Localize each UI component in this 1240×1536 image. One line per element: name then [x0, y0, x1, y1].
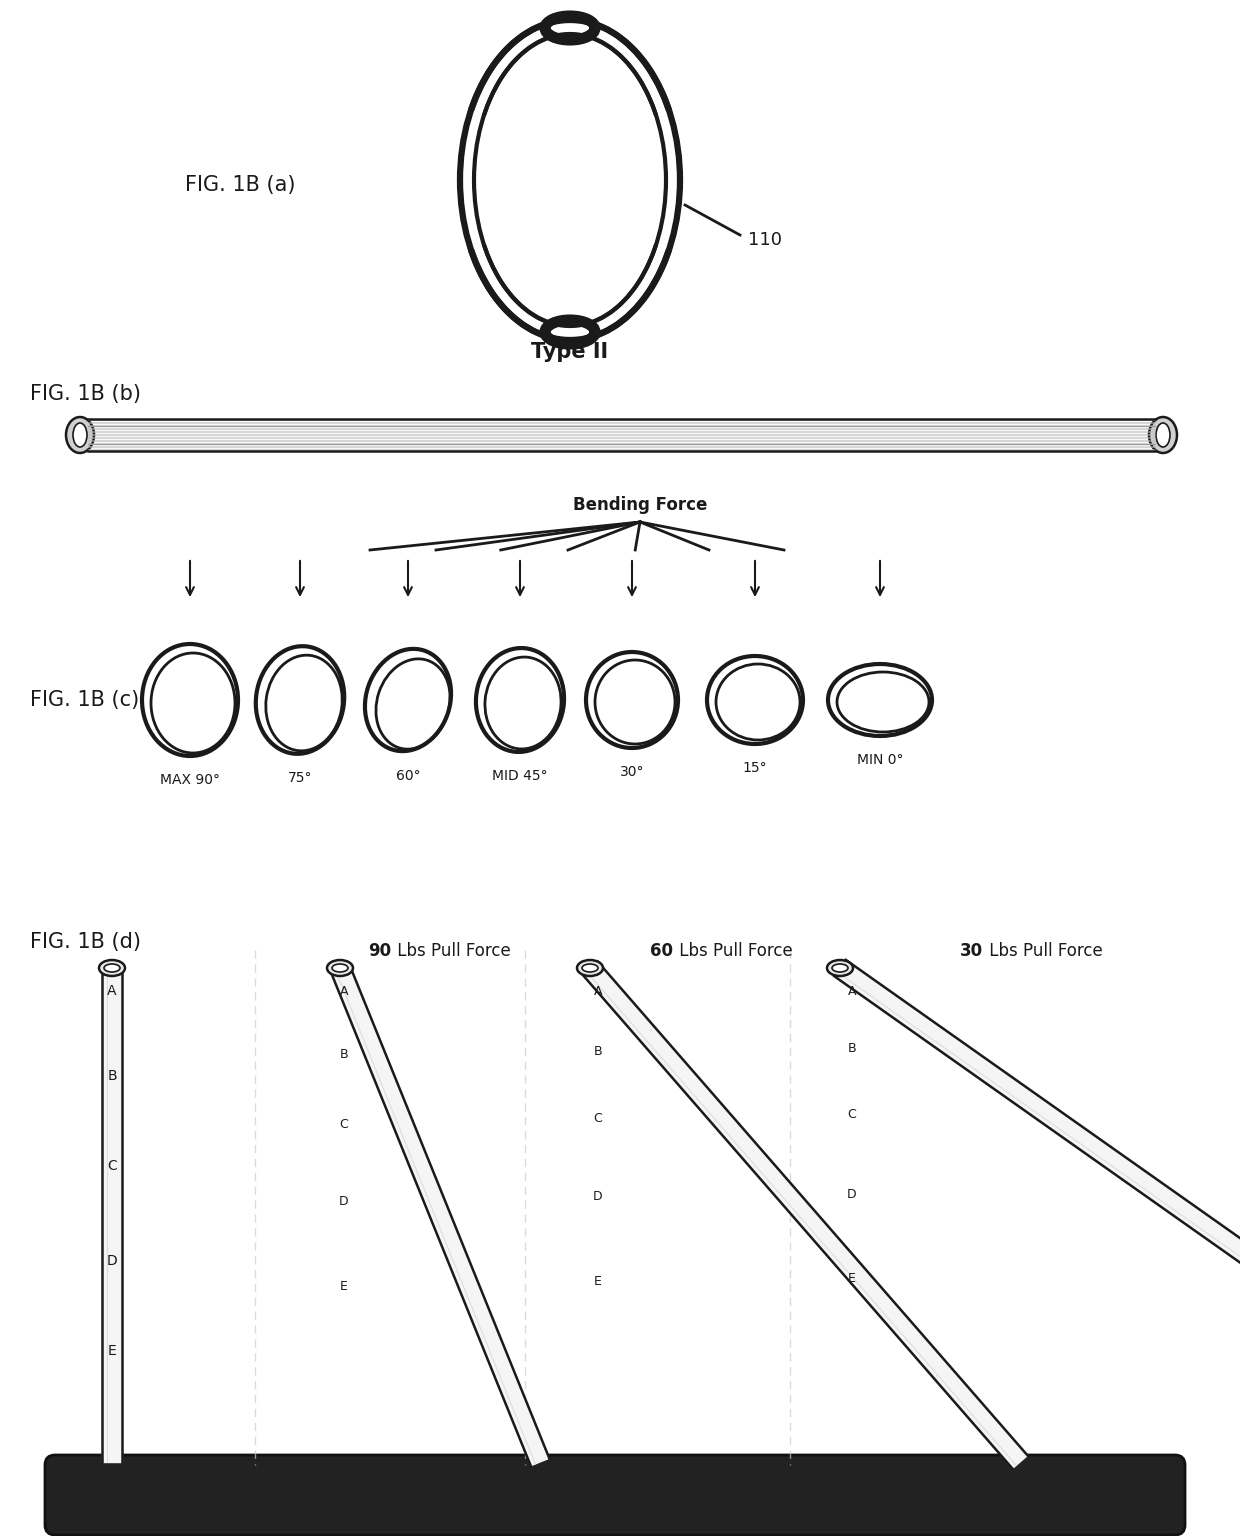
Text: A: A: [594, 985, 603, 998]
Text: Bending Force: Bending Force: [573, 496, 707, 515]
Text: FIG. 1B (c): FIG. 1B (c): [30, 690, 139, 710]
Ellipse shape: [66, 416, 94, 453]
Text: A: A: [107, 985, 117, 998]
Text: D: D: [847, 1187, 857, 1201]
Text: 15°: 15°: [743, 760, 768, 776]
Ellipse shape: [552, 326, 588, 338]
Ellipse shape: [552, 22, 588, 34]
Text: MIN 0°: MIN 0°: [857, 753, 903, 766]
Text: 30°: 30°: [620, 765, 645, 779]
Text: Lbs Pull Force: Lbs Pull Force: [985, 942, 1102, 960]
Bar: [88, 419, 1154, 424]
Text: Lbs Pull Force: Lbs Pull Force: [675, 942, 792, 960]
Ellipse shape: [1149, 416, 1177, 453]
Text: 60: 60: [650, 942, 673, 960]
Text: D: D: [107, 1253, 118, 1269]
Polygon shape: [102, 968, 122, 1462]
Text: A: A: [340, 985, 348, 998]
Text: A: A: [848, 985, 857, 998]
Text: D: D: [593, 1190, 603, 1203]
Text: Type II: Type II: [532, 343, 609, 362]
Ellipse shape: [577, 960, 603, 975]
Ellipse shape: [332, 965, 348, 972]
Text: B: B: [107, 1069, 117, 1083]
Text: 75°: 75°: [288, 771, 312, 785]
Text: B: B: [848, 1041, 857, 1055]
Text: E: E: [108, 1344, 117, 1358]
Text: 60°: 60°: [396, 770, 420, 783]
Bar: [88, 445, 1154, 452]
Ellipse shape: [582, 965, 598, 972]
Text: B: B: [594, 1044, 603, 1058]
Text: E: E: [848, 1272, 856, 1286]
Polygon shape: [583, 962, 1028, 1468]
Ellipse shape: [832, 965, 848, 972]
Text: C: C: [848, 1107, 857, 1121]
Polygon shape: [331, 965, 549, 1465]
Ellipse shape: [104, 965, 120, 972]
Ellipse shape: [99, 960, 125, 975]
Text: MAX 90°: MAX 90°: [160, 773, 219, 786]
Polygon shape: [835, 960, 1240, 1470]
Text: Lbs Pull Force: Lbs Pull Force: [392, 942, 511, 960]
Text: FIG. 1B (b): FIG. 1B (b): [30, 384, 141, 404]
Ellipse shape: [73, 422, 87, 447]
Text: 110: 110: [748, 230, 782, 249]
Text: C: C: [107, 1160, 117, 1174]
Text: B: B: [340, 1048, 348, 1061]
Ellipse shape: [1156, 422, 1171, 447]
Text: FIG. 1B (d): FIG. 1B (d): [30, 932, 141, 952]
Text: MID 45°: MID 45°: [492, 770, 548, 783]
Text: C: C: [340, 1118, 348, 1130]
Bar: [86, 419, 1157, 452]
Text: 90: 90: [368, 942, 391, 960]
Text: 30: 30: [960, 942, 983, 960]
Text: FIG. 1B (a): FIG. 1B (a): [185, 175, 295, 195]
Text: E: E: [340, 1279, 348, 1293]
Text: E: E: [594, 1275, 601, 1289]
Ellipse shape: [327, 960, 353, 975]
Text: D: D: [340, 1195, 348, 1207]
Ellipse shape: [827, 960, 853, 975]
Text: C: C: [594, 1112, 603, 1124]
FancyBboxPatch shape: [45, 1455, 1185, 1534]
